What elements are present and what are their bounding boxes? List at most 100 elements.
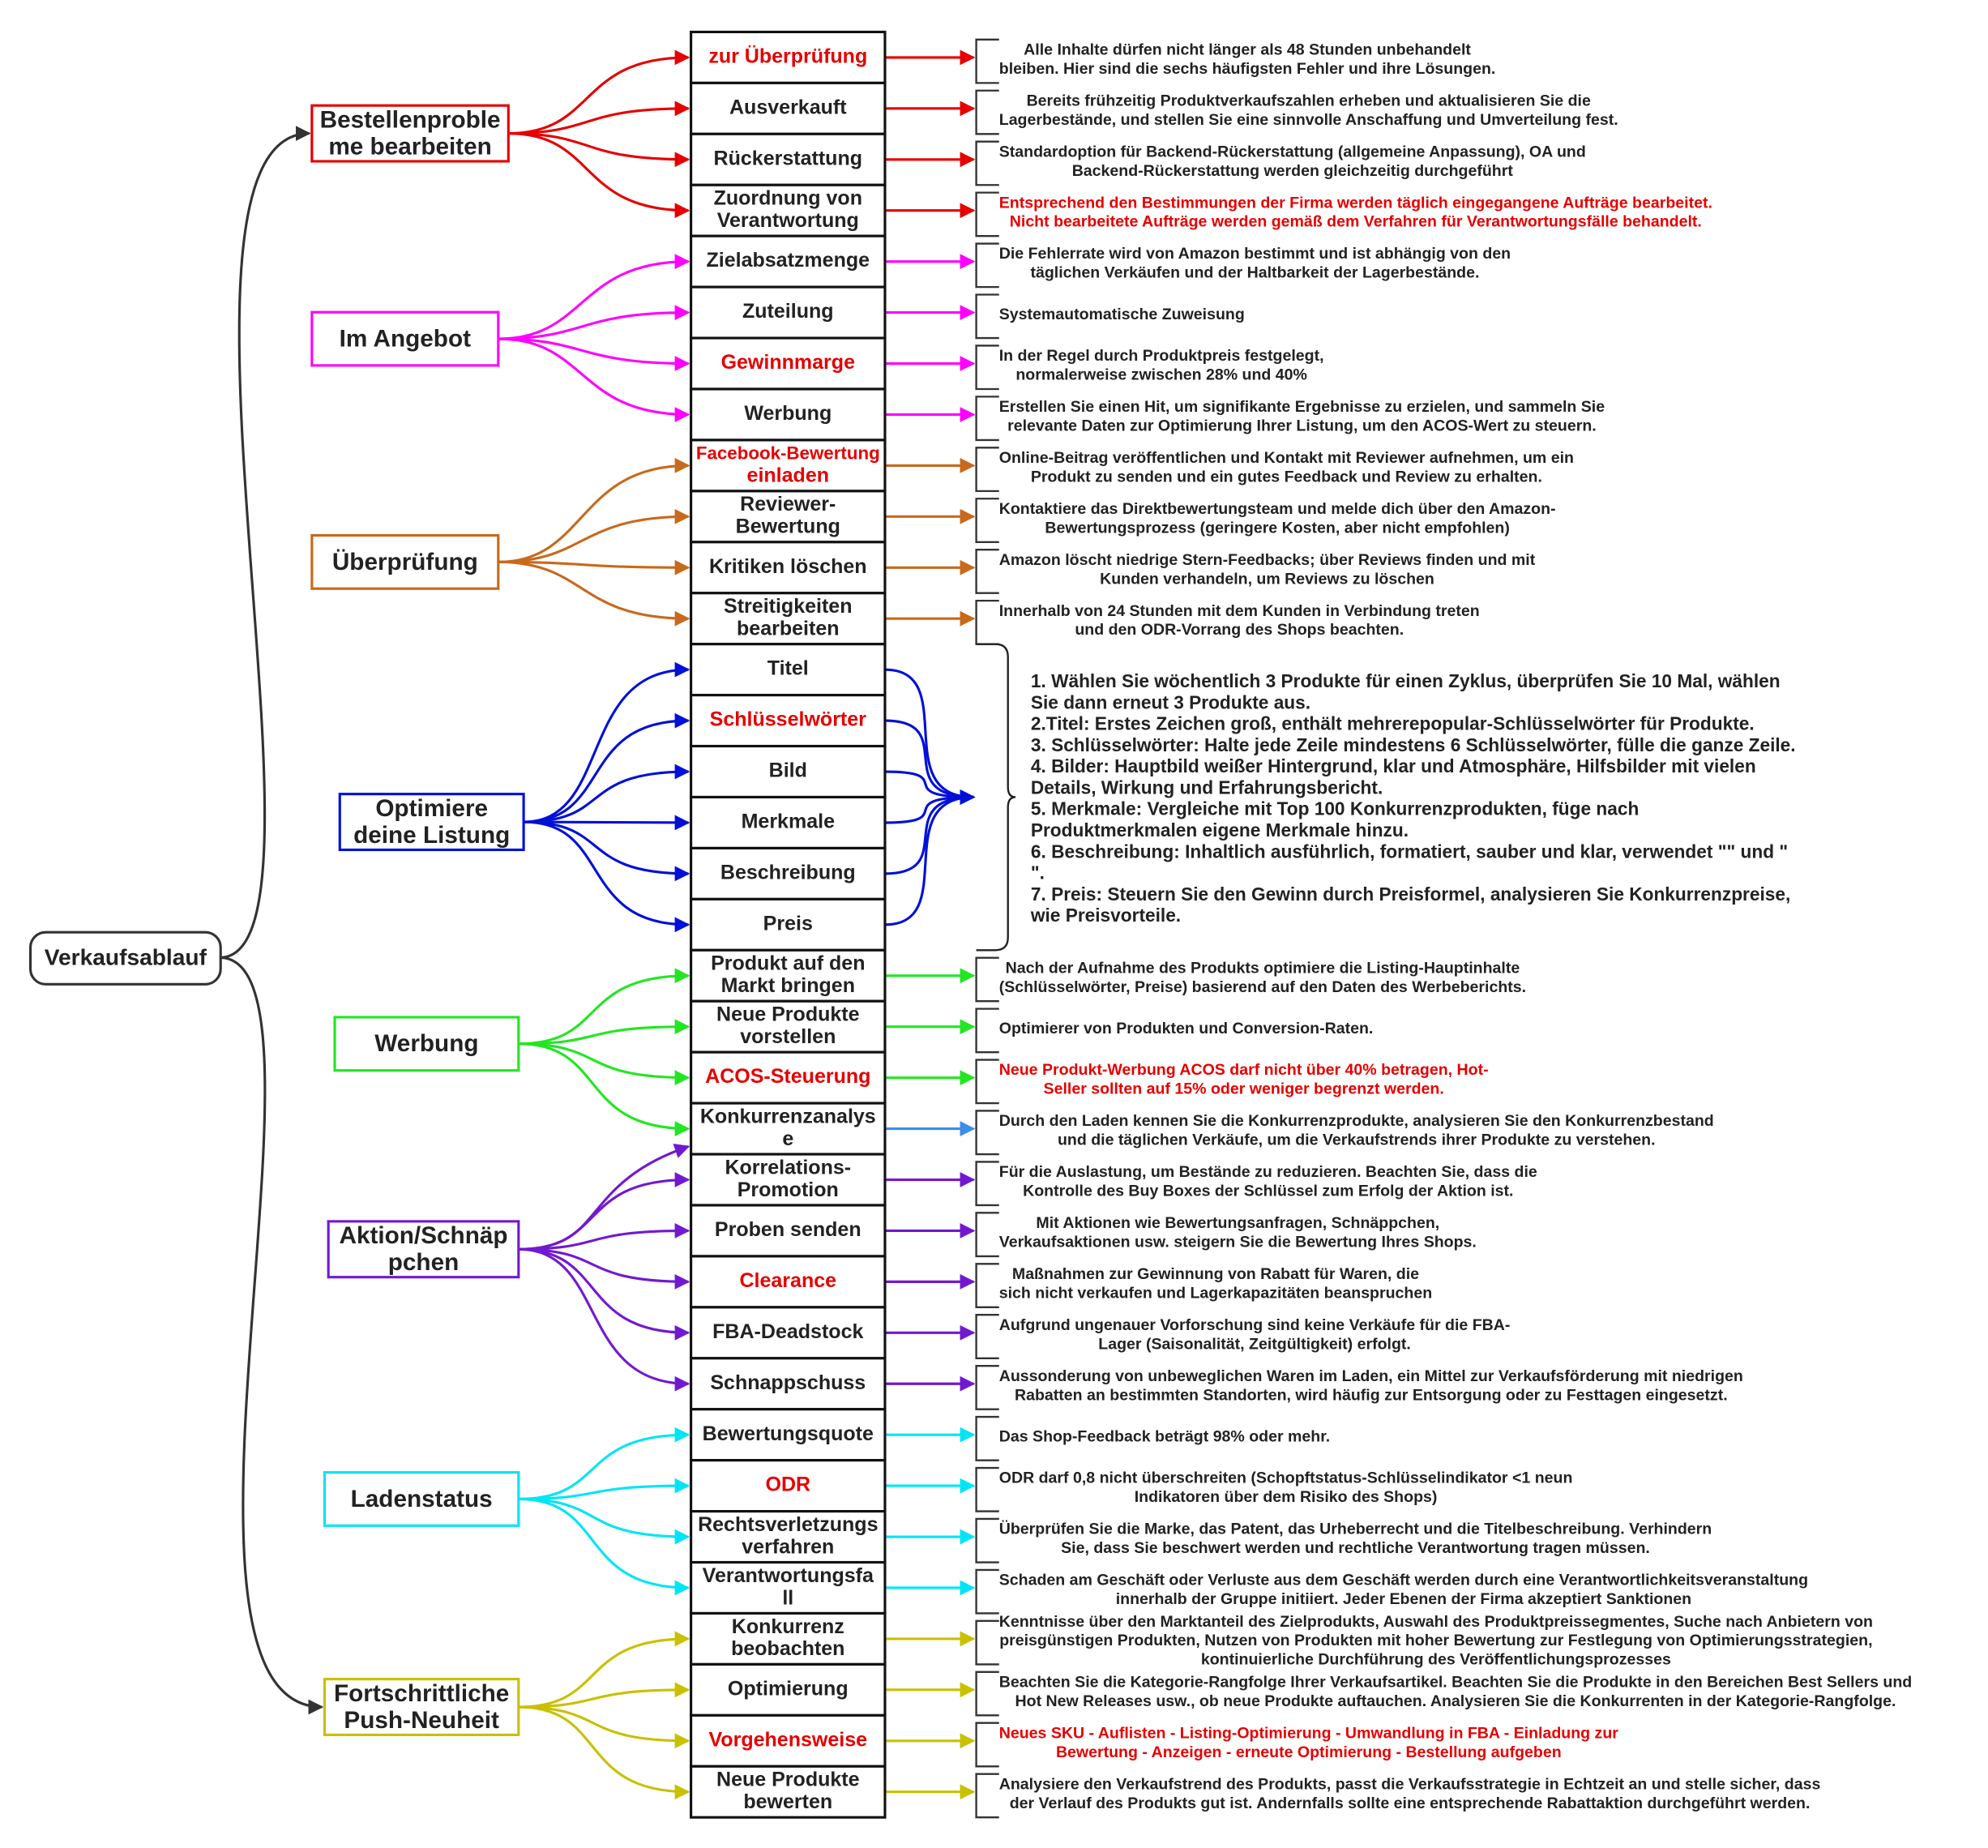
group-connector — [518, 1247, 690, 1392]
description-bracket — [975, 1314, 999, 1359]
description-bracket — [975, 242, 999, 289]
item-label: Schlüsselwörter — [710, 708, 867, 731]
description-text: Aussonderung von unbeweglichen Waren im … — [999, 1367, 1743, 1385]
group-connector — [518, 968, 690, 1046]
group-connector — [524, 820, 690, 933]
group-box — [310, 104, 510, 163]
description-text: In der Regel durch Produktpreis festgele… — [999, 347, 1324, 365]
item-box — [690, 1153, 887, 1207]
description-text: Neue Produkt-Werbung ACOS darf nicht übe… — [999, 1061, 1489, 1079]
item-label: Verantwortungsfa — [703, 1564, 874, 1587]
listing-text: 4. Bilder: Hauptbild weißer Hintergrund,… — [1031, 755, 1756, 776]
group-connector — [518, 1427, 690, 1501]
item-label: verfahren — [742, 1535, 834, 1558]
description-text: Amazon löscht niedrige Stern-Feedbacks; … — [999, 551, 1536, 569]
group-label: Im Angebot — [340, 325, 471, 352]
group-connector — [524, 764, 690, 823]
item-label: bewerten — [743, 1790, 832, 1813]
item-label: Promotion — [737, 1179, 839, 1201]
group-connector — [518, 1042, 690, 1086]
description-text: kontinuierliche Durchführung des Veröffe… — [1201, 1651, 1671, 1669]
listing-connector — [884, 789, 976, 926]
item-label: FBA-Deadstock — [712, 1320, 863, 1343]
item-label: Konkurrenzanalys — [700, 1105, 876, 1127]
group-connector — [524, 712, 690, 823]
item-box — [690, 1662, 887, 1717]
item-box — [690, 1050, 887, 1105]
description-text: Kontaktiere das Direktbewertungsteam und… — [999, 500, 1556, 518]
item-box — [690, 1357, 887, 1411]
group-label: Fortschrittliche — [334, 1680, 509, 1707]
group-connector — [518, 1247, 690, 1341]
description-bracket — [975, 956, 999, 1003]
group-connector — [518, 1497, 690, 1596]
description-text: Verkaufsaktionen usw. steigern Sie die B… — [999, 1233, 1477, 1251]
description-bracket — [975, 1110, 999, 1156]
description-bracket — [975, 1670, 999, 1717]
description-bracket — [975, 1415, 999, 1461]
description-text: Schaden am Geschäft oder Verluste aus de… — [999, 1572, 1808, 1589]
description-bracket — [975, 447, 999, 493]
group-box — [338, 793, 525, 852]
description-text: Indikatoren über dem Risiko des Shops) — [1135, 1488, 1438, 1506]
group-connector — [518, 1705, 690, 1800]
description-bracket — [975, 549, 999, 594]
description-text: sich nicht verkaufen und Lagerkapazitäte… — [999, 1284, 1432, 1302]
listing-text: Produktmerkmalen eigene Merkmale hinzu. — [1031, 819, 1409, 841]
group-connector — [518, 1478, 690, 1501]
listing-brace — [976, 643, 1016, 952]
item-label: Neue Produkte — [716, 1769, 860, 1791]
description-text: Hot New Releases usw., ob neue Produkte … — [1015, 1692, 1896, 1710]
group-connector — [518, 1631, 690, 1709]
item-box — [690, 490, 887, 544]
description-text: und die täglichen Verkäufe, um die Verka… — [1058, 1131, 1656, 1149]
item-label: Markt bringen — [721, 974, 855, 997]
item-box — [690, 285, 887, 340]
description-bracket — [975, 344, 999, 391]
description-text: Nach der Aufnahme des Produkts optimiere… — [1006, 959, 1520, 977]
item-label: Vorgehensweise — [708, 1728, 867, 1751]
description-bracket — [975, 1212, 999, 1258]
listing-text: 5. Merkmale: Vergleiche mit Top 100 Konk… — [1031, 798, 1639, 819]
item-label: Werbung — [744, 402, 832, 425]
item-box — [690, 694, 887, 748]
root-connector — [220, 126, 311, 960]
description-text: Alle Inhalte dürfen nicht länger als 48 … — [1024, 41, 1471, 58]
group-connector — [518, 1019, 690, 1046]
item-label: Facebook-Bewertung — [696, 443, 880, 464]
description-bracket — [975, 1517, 999, 1564]
description-text: Kunden verhandeln, um Reviews zu löschen — [1100, 570, 1434, 588]
listing-text: Details, Wirkung und Erfahrungsbericht. — [1031, 776, 1383, 798]
description-text: bleiben. Hier sind die sechs häufigsten … — [999, 60, 1496, 78]
description-text: Die Fehlerrate wird von Amazon bestimmt … — [999, 245, 1511, 263]
description-text: Neues SKU - Auflisten - Listing-Optimier… — [999, 1724, 1619, 1742]
item-label: ODR — [765, 1474, 810, 1496]
description-text: Mit Aktionen wie Bewertungsanfragen, Sch… — [1036, 1214, 1439, 1232]
group-label: Optimiere — [375, 795, 488, 822]
item-label: Beschreibung — [720, 861, 856, 883]
group-label: Überprüfung — [332, 549, 478, 575]
group-connector — [498, 559, 690, 575]
group-connector — [498, 337, 690, 422]
group-connector — [524, 661, 690, 823]
description-text: und den ODR-Vorrang des Shops beachten. — [1075, 621, 1404, 639]
description-bracket — [975, 498, 999, 543]
description-bracket — [975, 396, 999, 442]
item-label: Titel — [767, 657, 809, 680]
description-text: Erstellen Sie einen Hit, um signifikante… — [999, 398, 1605, 416]
description-text: Überprüfen Sie die Marke, das Patent, da… — [999, 1520, 1712, 1538]
listing-text: 3. Schlüsselwörter: Halte jede Zeile min… — [1031, 734, 1796, 755]
item-label: Rechtsverletzungs — [698, 1513, 878, 1536]
description-text: preisgünstigen Produkten, Nutzen von Pro… — [999, 1632, 1872, 1649]
description-bracket — [975, 293, 999, 340]
description-text: Bewertung - Anzeigen - erneute Optimieru… — [1056, 1743, 1562, 1761]
item-box — [690, 81, 887, 135]
group-connector — [518, 1247, 690, 1290]
description-text: Seller sollten auf 15% oder weniger begr… — [1044, 1080, 1444, 1098]
group-connector — [518, 1705, 690, 1749]
description-bracket — [975, 1722, 999, 1768]
description-text: Durch den Laden kennen Sie die Konkurren… — [999, 1112, 1714, 1130]
item-box — [690, 541, 887, 595]
